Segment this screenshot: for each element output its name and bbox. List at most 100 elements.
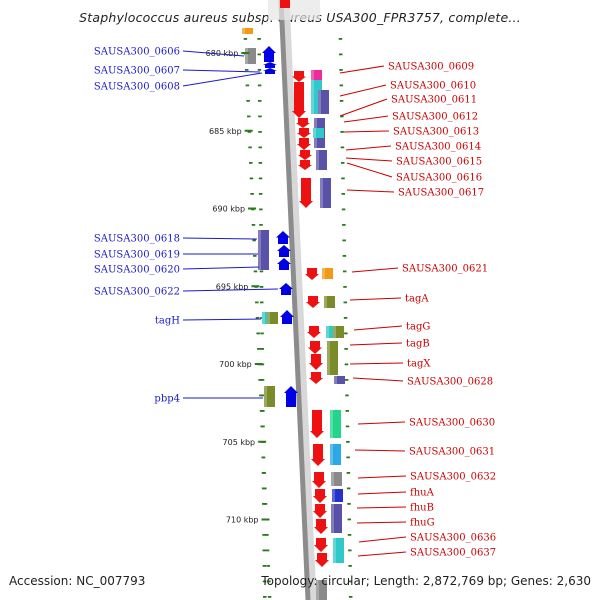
track-tick — [247, 131, 252, 133]
track-tick — [341, 208, 346, 211]
track-tick — [258, 131, 262, 133]
track-tick — [342, 224, 346, 226]
track-tick — [262, 580, 267, 583]
left-leader-line — [182, 69, 261, 73]
track-tick — [262, 565, 267, 567]
track-tick — [260, 332, 264, 335]
track-tick — [261, 472, 266, 474]
feature-highlight — [322, 268, 325, 279]
feature-block — [264, 386, 275, 407]
feature-block — [245, 48, 256, 64]
reverse-gene-arrow — [307, 326, 321, 338]
track-tick — [340, 131, 344, 133]
right-gene-label: fhuG — [410, 518, 435, 529]
track-tick — [346, 472, 351, 474]
left-gene-label: SAUSA300_0608 — [94, 82, 180, 93]
right-leader-line — [339, 65, 385, 74]
right-leader-line — [349, 362, 404, 365]
right-gene-label: SAUSA300_0636 — [410, 533, 496, 544]
left-gene-label: SAUSA300_0618 — [94, 234, 180, 245]
feature-highlight — [330, 444, 333, 465]
track-tick — [267, 580, 271, 583]
track-tick — [257, 84, 262, 87]
right-leader-line — [357, 475, 407, 479]
track-tick — [260, 301, 264, 304]
right-gene-label: SAUSA300_0613 — [393, 127, 479, 138]
left-leader-line — [182, 318, 262, 321]
track-tick — [248, 146, 252, 149]
feature-highlight — [313, 128, 316, 138]
track-tick — [247, 115, 251, 118]
feature-block — [267, 312, 278, 324]
right-gene-label: tagB — [406, 339, 430, 350]
track-tick — [265, 534, 269, 536]
ruler-label: 695 kbp — [216, 282, 249, 291]
forward-gene-arrow — [280, 310, 294, 324]
right-leader-line — [354, 449, 406, 452]
left-gene-label: SAUSA300_0607 — [94, 66, 180, 77]
reverse-gene-arrow — [308, 341, 322, 354]
track-tick — [343, 286, 347, 288]
track-tick — [265, 549, 270, 552]
forward-gene-arrow — [262, 46, 276, 62]
track-tick — [262, 549, 266, 552]
feature-highlight — [316, 580, 319, 600]
feature-highlight — [318, 90, 321, 114]
right-leader-line — [339, 98, 388, 117]
right-gene-label: SAUSA300_0637 — [410, 548, 496, 559]
track-tick — [261, 425, 265, 428]
right-gene-label: SAUSA300_0612 — [392, 112, 478, 123]
track-tick — [338, 53, 343, 56]
track-tick — [249, 162, 253, 164]
feature-block — [330, 444, 341, 465]
track-tick — [257, 69, 262, 71]
reverse-gene-arrow — [296, 118, 310, 128]
track-tick — [345, 410, 350, 412]
accession-text: Accession: NC_007793 — [9, 574, 146, 588]
track-tick — [258, 162, 263, 164]
forward-gene-arrow — [284, 386, 298, 407]
track-tick — [263, 503, 268, 505]
right-leader-line — [345, 157, 393, 162]
reverse-gene-arrow — [314, 519, 328, 534]
reverse-gene-arrow — [309, 372, 323, 384]
right-gene-label: tagX — [407, 359, 431, 370]
feature-highlight — [316, 150, 319, 170]
reverse-gene-arrow — [299, 178, 313, 208]
track-tick — [345, 394, 349, 397]
track-tick — [339, 69, 343, 71]
ruler-tick — [244, 129, 253, 132]
feature-block — [333, 538, 344, 563]
track-tick — [340, 115, 344, 118]
left-gene-label: SAUSA300_0606 — [94, 47, 180, 58]
track-tick — [260, 394, 265, 397]
right-gene-label: SAUSA300_0628 — [407, 377, 493, 388]
right-leader-line — [357, 491, 407, 495]
track-tick — [343, 301, 348, 304]
track-tick — [249, 177, 254, 180]
ruler-tick — [258, 440, 267, 443]
right-leader-line — [352, 377, 404, 382]
topology-text: Topology: circular; Length: 2,872,769 bp… — [261, 574, 591, 588]
track-tick — [256, 332, 260, 335]
track-tick — [257, 38, 261, 40]
reverse-gene-arrow — [298, 160, 312, 170]
track-tick — [343, 317, 348, 319]
feature-highlight — [245, 48, 248, 64]
feature-block — [258, 230, 269, 270]
track-tick — [346, 487, 351, 490]
track-tick — [257, 348, 261, 350]
track-tick — [341, 177, 345, 180]
track-tick — [261, 456, 266, 459]
feature-highlight — [333, 538, 336, 563]
right-gene-label: SAUSA300_0610 — [390, 81, 476, 92]
right-leader-line — [349, 342, 403, 346]
feature-highlight — [324, 296, 327, 308]
feature-highlight — [264, 386, 267, 407]
track-tick — [253, 255, 257, 257]
right-gene-label: SAUSA300_0631 — [409, 447, 495, 458]
track-tick — [346, 441, 350, 443]
track-tick — [257, 53, 262, 56]
left-leader-line — [182, 72, 263, 87]
